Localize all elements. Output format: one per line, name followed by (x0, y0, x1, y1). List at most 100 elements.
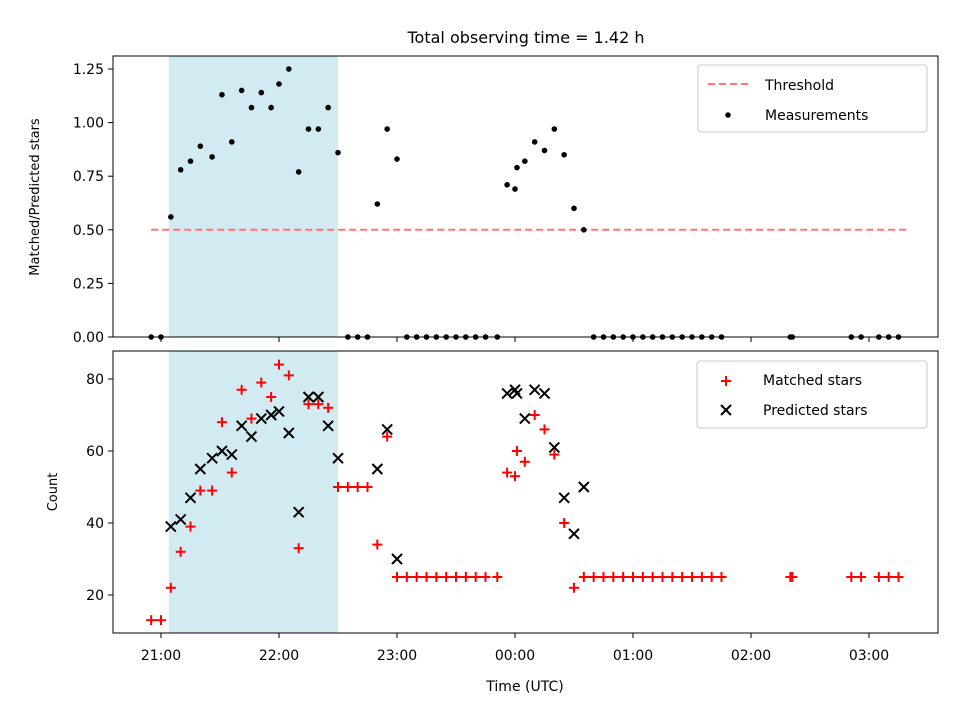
matched-point (207, 485, 218, 496)
matched-point (256, 377, 267, 388)
predicted-point (501, 387, 513, 400)
matched-point (382, 431, 393, 442)
predicted-point (174, 513, 187, 526)
matched-point (873, 572, 884, 582)
matched-point (608, 572, 619, 582)
matched-point (303, 399, 314, 410)
measurement-point (197, 143, 204, 149)
matched-point (502, 467, 513, 478)
bottom-x-tick-label: 02:00 (731, 648, 771, 664)
matched-point (883, 572, 894, 582)
matched-point (421, 572, 432, 582)
top-y-tick-label: 0.50 (73, 223, 104, 239)
matched-point (352, 482, 363, 492)
matched-point (569, 582, 579, 593)
measurement-point (581, 227, 587, 233)
top-y-tick-label: 0.00 (73, 330, 104, 346)
measurement-point (384, 126, 390, 132)
measurement-point (325, 104, 331, 111)
matched-point (460, 572, 471, 582)
matched-point (411, 572, 422, 582)
bottom-legend-matched-swatch (721, 376, 731, 386)
predicted-point (273, 405, 285, 418)
matched-point (274, 359, 284, 370)
matched-point (431, 572, 442, 582)
bottom-x-tick-label: 01:00 (613, 648, 653, 664)
predicted-point (558, 492, 570, 504)
matched-point (519, 456, 530, 467)
measurement-point (258, 89, 265, 96)
measurement-point (531, 139, 538, 145)
matched-point (246, 413, 257, 424)
matched-point (637, 572, 648, 582)
chart-title: Total observing time = 1.42 h (406, 28, 644, 47)
bottom-x-tick-label: 03:00 (849, 648, 889, 664)
matched-point (578, 572, 589, 582)
measurement-point (504, 181, 510, 188)
measurement-point (238, 87, 245, 94)
measurement-point (177, 166, 184, 173)
bottom-axes-frame (112, 350, 939, 634)
measurement-point (522, 158, 528, 164)
bottom-panel: 20 40 60 80 21:00 22:00 23:00 00:00 01:00 02:00 0… (46, 350, 939, 695)
matched-point (598, 572, 609, 582)
predicted-point (206, 452, 218, 464)
measurement-point (561, 151, 567, 158)
matched-point (539, 424, 550, 435)
predicted-point (538, 387, 551, 400)
measurement-point (168, 214, 174, 220)
predicted-point (509, 384, 521, 396)
predicted-point (519, 412, 531, 425)
bottom-x-tick-label: 21:00 (141, 648, 181, 664)
top-y-axis-label: Matched/Predicted stars (28, 118, 43, 276)
matched-point (549, 449, 560, 460)
matched-point (846, 572, 857, 582)
predicted-point (568, 528, 580, 540)
matched-point (588, 572, 599, 582)
matched-point (165, 582, 176, 593)
bottom-legend-matched-label: Matched stars (763, 373, 862, 389)
measurement-point (551, 126, 558, 132)
measurement-point (248, 104, 255, 111)
matched-point (362, 482, 373, 492)
predicted-point (302, 391, 315, 403)
bottom-y-tick-label: 80 (86, 372, 104, 388)
predicted-point (235, 420, 248, 432)
matched-point (283, 370, 294, 381)
measurement-point (315, 126, 322, 132)
matched-point (195, 485, 206, 496)
matched-point (342, 482, 353, 492)
top-y-tick-label: 0.25 (73, 276, 104, 292)
predicted-point (371, 463, 384, 475)
top-legend-measurements-swatch (725, 112, 731, 118)
measurement-point (276, 81, 282, 87)
matched-point (146, 615, 157, 626)
predicted-point (194, 463, 207, 475)
matched-point (470, 572, 481, 582)
predicted-point (312, 391, 325, 403)
matched-point (787, 572, 798, 582)
measurement-point (512, 186, 518, 192)
measurement-point (571, 205, 577, 212)
matched-point (226, 467, 237, 478)
measurement-point (335, 149, 341, 156)
predicted-point (332, 452, 344, 464)
measurement-point (514, 164, 520, 171)
matched-point (618, 572, 629, 582)
matched-point (687, 572, 697, 582)
matched-point (559, 518, 570, 528)
top-legend: Threshold Measurements (697, 64, 928, 133)
matched-point (716, 572, 727, 582)
matched-point (480, 572, 491, 582)
predicted-point (165, 520, 177, 533)
bottom-x-axis-label: Time (UTC) (485, 679, 563, 695)
bottom-y-tick-label: 40 (86, 516, 104, 532)
matched-point (657, 572, 668, 582)
bottom-x-tick-label: 00:00 (495, 648, 535, 664)
predicted-point (391, 553, 403, 565)
matched-point (441, 572, 452, 582)
matched-point (856, 572, 867, 582)
measurement-point (286, 66, 292, 72)
matched-point (372, 539, 383, 550)
